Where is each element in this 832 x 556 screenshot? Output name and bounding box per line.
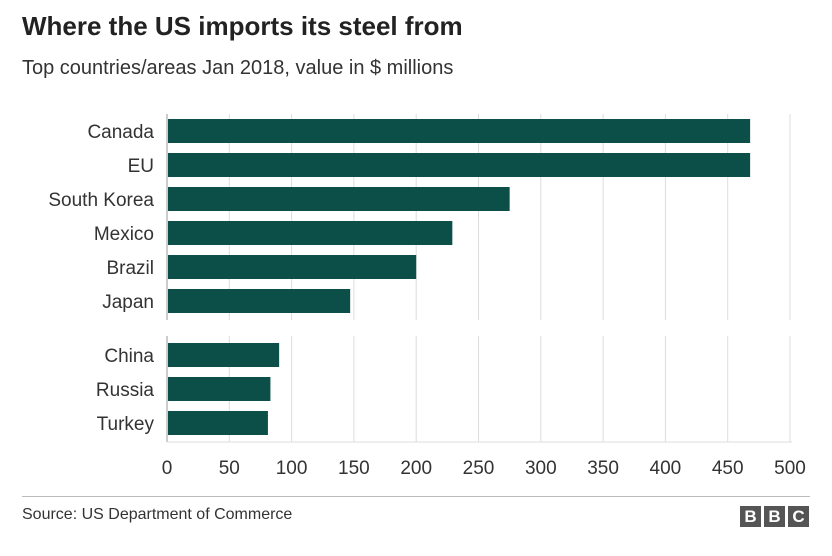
bbc-logo-letter-c: C <box>788 506 809 527</box>
x-tick-label-250: 250 <box>463 458 495 479</box>
bar-mexico <box>168 221 453 245</box>
bbc-logo-letter-b2: B <box>764 506 785 527</box>
x-tick-label-200: 200 <box>400 458 432 479</box>
category-label-japan: Japan <box>102 292 154 313</box>
bar-chart: Canada EU South Korea Mexico Brazil Japan Chin… <box>0 114 832 479</box>
x-tick-label-500: 500 <box>774 458 806 479</box>
category-label-russia: Russia <box>96 380 155 401</box>
x-tick-label-400: 400 <box>650 458 682 479</box>
chart-title: Where the US imports its steel from <box>22 11 463 41</box>
bbc-logo-letter-b1: B <box>740 506 761 527</box>
x-tick-label-350: 350 <box>587 458 619 479</box>
category-label-canada: Canada <box>87 122 154 143</box>
source-note: Source: US Department of Commerce <box>22 506 293 523</box>
category-label-south-korea: South Korea <box>48 190 154 211</box>
category-label-china: China <box>104 346 154 367</box>
x-tick-label-300: 300 <box>525 458 557 479</box>
bar-russia <box>168 377 271 401</box>
category-label-brazil: Brazil <box>106 258 154 279</box>
x-tick-label-150: 150 <box>338 458 370 479</box>
bar-brazil <box>168 255 417 279</box>
category-label-eu: EU <box>128 156 154 177</box>
chart-subtitle: Top countries/areas Jan 2018, value in $… <box>22 57 454 79</box>
group-separator <box>0 320 832 336</box>
footer-divider <box>22 496 810 497</box>
category-label-turkey: Turkey <box>97 414 155 435</box>
bar-turkey <box>168 411 268 435</box>
x-tick-label-0: 0 <box>162 458 173 479</box>
bar-china <box>168 343 280 367</box>
x-tick-label-50: 50 <box>219 458 240 479</box>
bar-south-korea <box>168 187 510 211</box>
bar-eu <box>168 153 751 177</box>
bar-japan <box>168 289 351 313</box>
x-tick-label-100: 100 <box>276 458 308 479</box>
category-label-mexico: Mexico <box>94 224 154 245</box>
x-tick-label-450: 450 <box>712 458 744 479</box>
bar-canada <box>168 119 751 143</box>
bbc-logo: B B C <box>740 506 809 527</box>
